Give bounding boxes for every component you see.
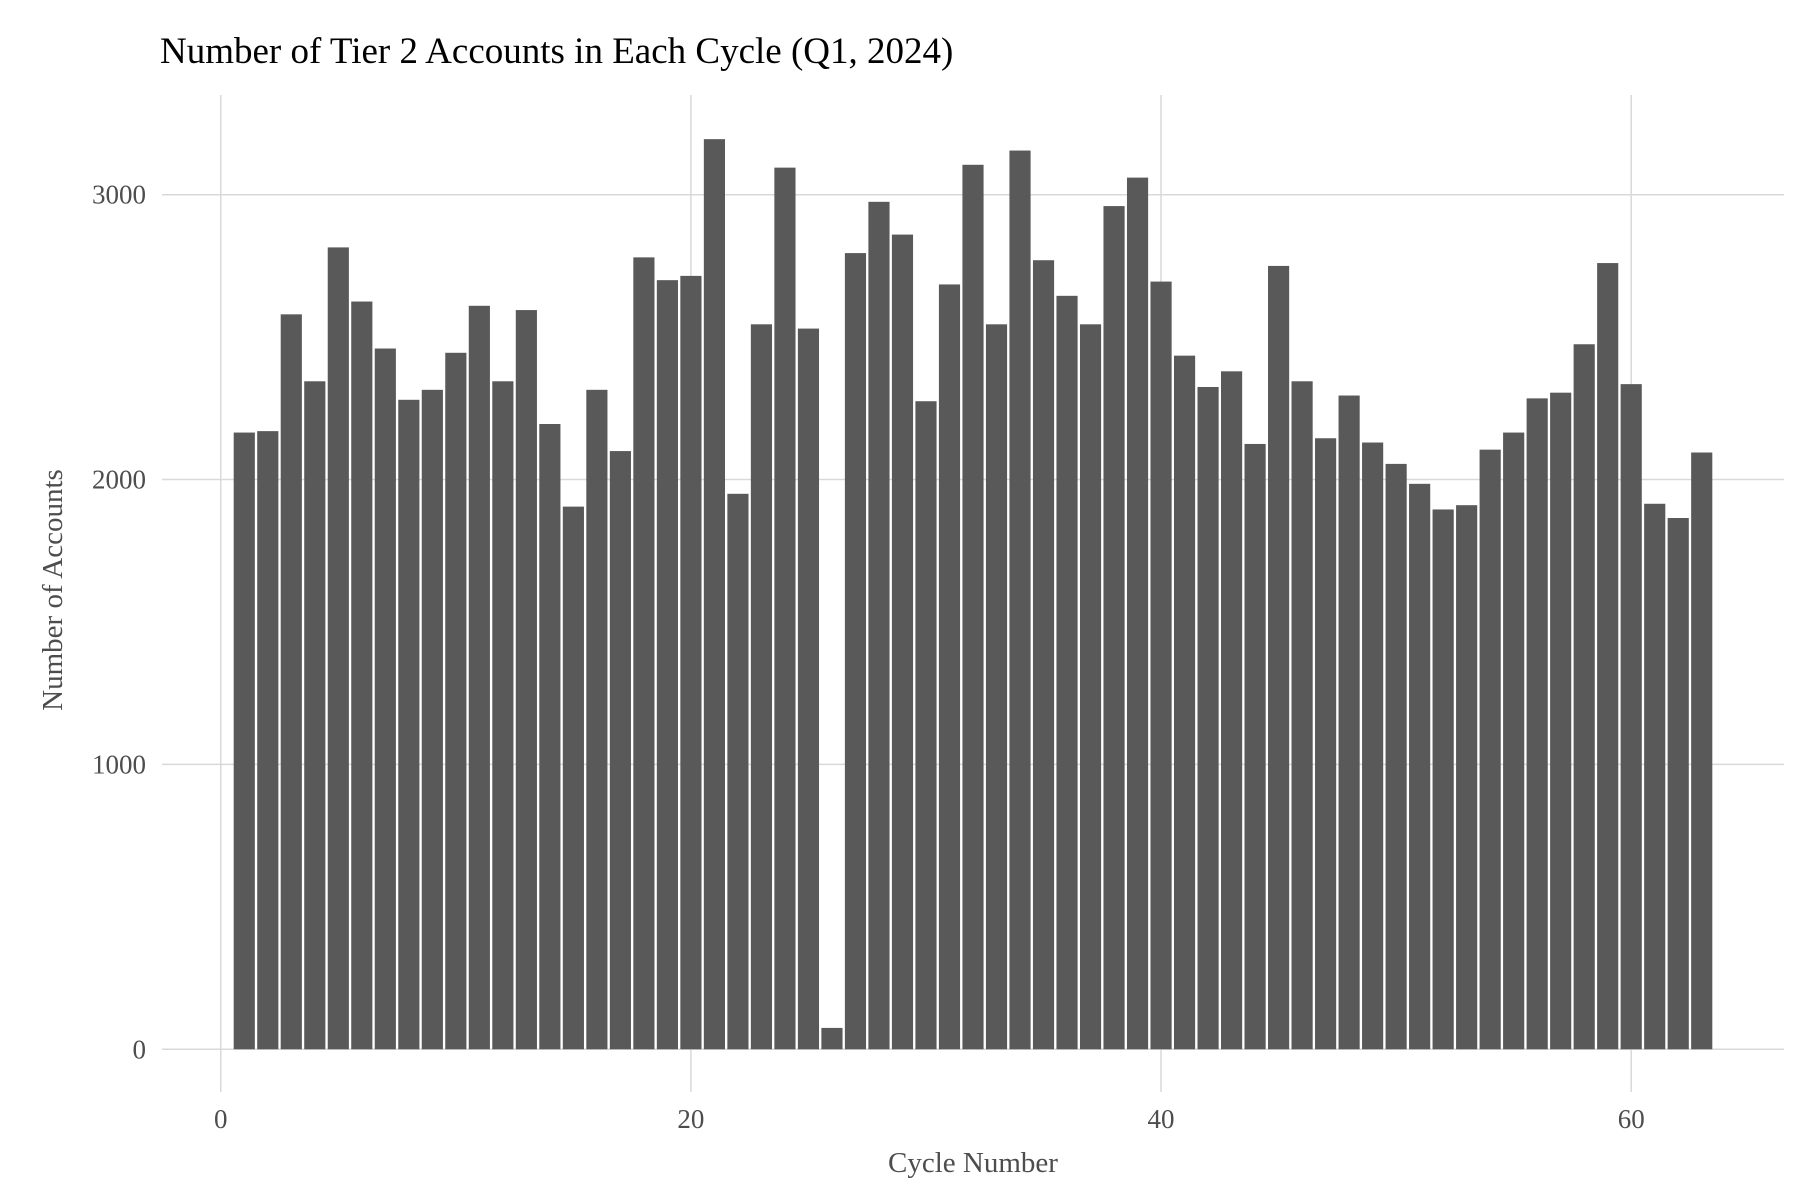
bar-cycle-19 <box>656 280 678 1050</box>
bar-cycle-39 <box>1126 177 1149 1050</box>
bar-cycle-1 <box>233 432 255 1050</box>
bar-cycle-31 <box>938 284 961 1050</box>
bar-cycle-55 <box>1503 432 1525 1050</box>
bar-cycle-48 <box>1338 395 1360 1050</box>
bar-cycle-60 <box>1620 384 1642 1050</box>
y-axis-title: Number of Accounts <box>37 469 69 711</box>
bar-cycle-7 <box>374 348 396 1050</box>
bar-cycle-62 <box>1667 518 1689 1050</box>
bar-cycle-50 <box>1385 463 1407 1050</box>
bars <box>233 139 1713 1050</box>
bar-cycle-57 <box>1550 392 1572 1050</box>
bar-cycle-17 <box>609 451 631 1050</box>
bar-cycle-56 <box>1526 398 1548 1050</box>
bar-cycle-9 <box>421 389 443 1050</box>
bar-cycle-4 <box>304 381 326 1050</box>
bar-cycle-33 <box>985 324 1008 1050</box>
bar-cycle-10 <box>445 352 467 1050</box>
bar-cycle-59 <box>1597 263 1619 1050</box>
bar-cycle-51 <box>1409 483 1431 1050</box>
chart-title: Number of Tier 2 Accounts in Each Cycle … <box>160 31 954 72</box>
bar-cycle-5 <box>327 247 349 1050</box>
bar-cycle-8 <box>398 399 420 1050</box>
bar-cycle-42 <box>1197 386 1219 1050</box>
bar-cycle-40 <box>1150 281 1172 1050</box>
bar-cycle-61 <box>1644 503 1666 1050</box>
bar-cycle-13 <box>515 310 537 1050</box>
x-tick-label: 0 <box>214 1104 228 1134</box>
bar-cycle-35 <box>1032 260 1055 1050</box>
x-tick-label: 40 <box>1148 1104 1175 1134</box>
bar-cycle-26 <box>821 1027 843 1050</box>
y-tick-label: 0 <box>133 1034 147 1064</box>
bar-cycle-46 <box>1291 381 1313 1050</box>
bar-cycle-2 <box>257 431 279 1050</box>
bar-cycle-16 <box>586 389 608 1050</box>
bar-cycle-47 <box>1315 438 1337 1050</box>
bar-cycle-27 <box>844 253 867 1050</box>
bar-cycle-18 <box>633 257 655 1050</box>
bar-cycle-58 <box>1573 344 1595 1050</box>
bar-cycle-6 <box>351 301 373 1050</box>
bar-cycle-12 <box>492 381 514 1050</box>
bar-cycle-49 <box>1362 442 1384 1050</box>
x-tick-label: 60 <box>1618 1104 1645 1134</box>
bar-cycle-20 <box>680 275 702 1050</box>
x-tick-label: 20 <box>677 1104 704 1134</box>
y-tick-label: 1000 <box>92 749 146 779</box>
bar-cycle-36 <box>1056 295 1078 1050</box>
bar-cycle-37 <box>1079 324 1102 1050</box>
bar-cycle-22 <box>727 493 749 1050</box>
bar-cycle-24 <box>774 167 796 1050</box>
bar-cycle-45 <box>1268 265 1290 1050</box>
bar-cycle-44 <box>1244 443 1266 1050</box>
bar-cycle-32 <box>962 164 984 1050</box>
bar-cycle-38 <box>1103 206 1125 1050</box>
bar-cycle-3 <box>280 314 302 1050</box>
bar-cycle-54 <box>1479 449 1501 1050</box>
bar-cycle-34 <box>1009 150 1031 1050</box>
x-axis-title: Cycle Number <box>888 1147 1058 1179</box>
bar-cycle-25 <box>797 328 820 1050</box>
bar-cycle-41 <box>1173 355 1196 1050</box>
bar-cycle-30 <box>915 401 937 1050</box>
bar-cycle-23 <box>750 324 773 1050</box>
bar-cycle-53 <box>1456 505 1478 1050</box>
bar-cycle-43 <box>1221 371 1243 1050</box>
bar-cycle-28 <box>868 201 890 1050</box>
bar-cycle-11 <box>468 305 490 1050</box>
bar-cycle-29 <box>891 234 914 1050</box>
bar-cycle-14 <box>539 424 561 1050</box>
tick-labels: 0 1000 2000 3000 0 20 40 60 <box>92 180 1645 1134</box>
y-tick-label: 2000 <box>92 465 146 495</box>
bar-cycle-15 <box>562 506 584 1050</box>
bar-cycle-52 <box>1432 509 1454 1050</box>
bar-cycle-21 <box>703 139 725 1050</box>
y-tick-label: 3000 <box>92 180 146 210</box>
bar-cycle-63 <box>1691 452 1713 1050</box>
